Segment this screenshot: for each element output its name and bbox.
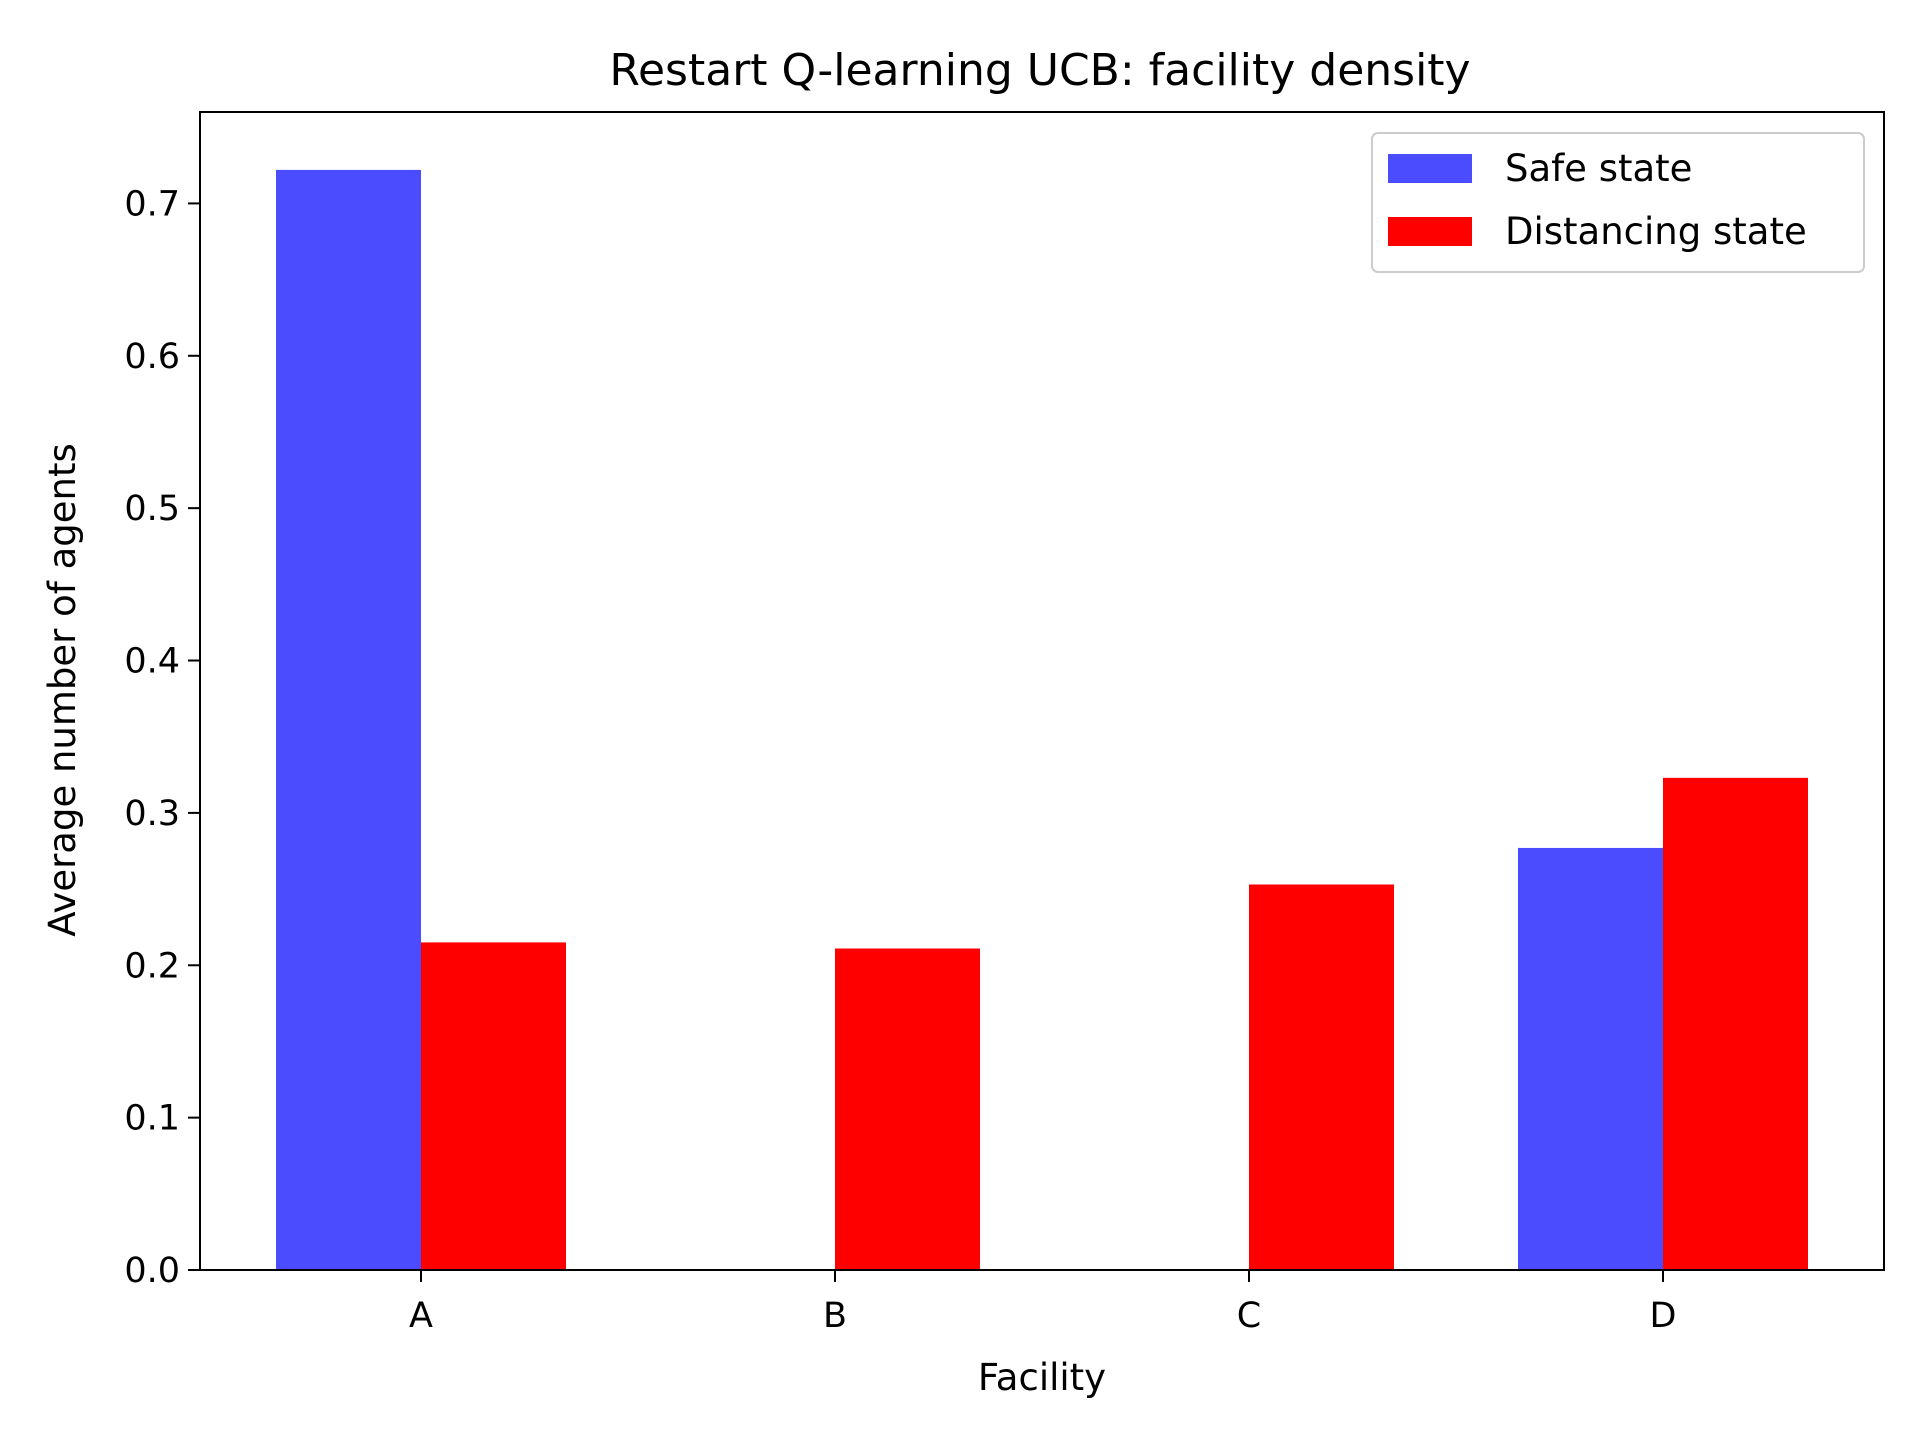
bar-safe-state-d: [1518, 847, 1663, 1270]
plot-frame: [199, 111, 1885, 1271]
bars-group: [276, 169, 1808, 1270]
y-tick-label: 0.4: [124, 642, 180, 682]
x-tick-label: C: [1237, 1296, 1261, 1336]
bar-distancing-state-c: [1249, 884, 1394, 1270]
y-tick-label: 0.5: [124, 489, 180, 529]
y-tick-label: 0.1: [124, 1099, 180, 1139]
bar-distancing-state-a: [421, 942, 566, 1270]
legend-swatch-safe-state: [1388, 154, 1472, 183]
x-tick-label: A: [409, 1296, 433, 1336]
y-tick-label: 0.0: [124, 1251, 180, 1291]
bar-distancing-state-b: [835, 948, 980, 1270]
legend-swatch-distancing-state: [1388, 217, 1472, 246]
chart-title: Restart Q-learning UCB: facility density: [609, 45, 1470, 96]
y-tick-label: 0.3: [124, 794, 180, 834]
x-axis-ticks: A B C D: [409, 1270, 1676, 1336]
y-tick-label: 0.7: [124, 184, 180, 224]
x-axis-label: Facility: [978, 1356, 1106, 1399]
legend-label-distancing-state: Distancing state: [1505, 210, 1807, 253]
legend-box: [1371, 132, 1865, 273]
bar-safe-state-a: [276, 169, 421, 1270]
bar-distancing-state-d: [1663, 777, 1808, 1270]
y-axis-label: Average number of agents: [41, 443, 84, 936]
x-tick-label: B: [823, 1296, 847, 1336]
legend: Safe state Distancing state: [1371, 132, 1865, 273]
legend-label-safe-state: Safe state: [1505, 147, 1692, 190]
y-tick-label: 0.2: [124, 946, 180, 986]
y-tick-label: 0.6: [124, 337, 180, 377]
y-axis-ticks: 0.0 0.1 0.2 0.3 0.4 0.5 0.6 0.7: [124, 184, 200, 1291]
x-tick-label: D: [1650, 1296, 1677, 1336]
